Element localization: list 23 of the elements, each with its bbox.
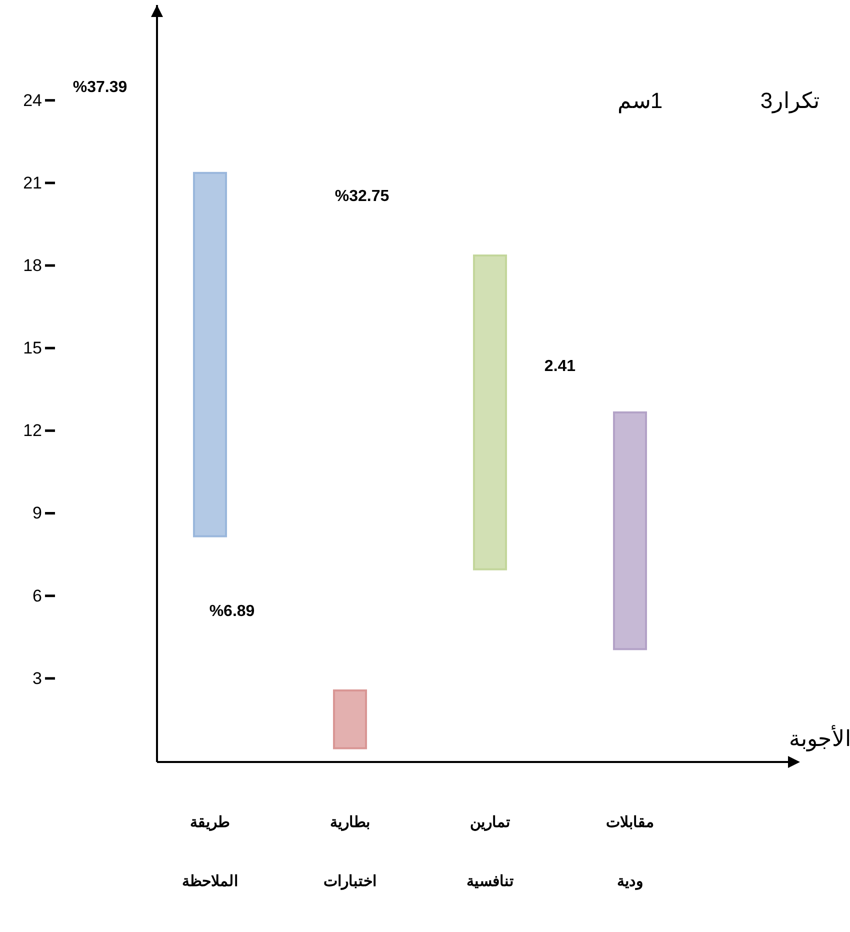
y-tick-label: 21 (23, 173, 42, 192)
category-label: طريقة الملاحظة (182, 814, 238, 890)
bar (333, 689, 367, 750)
annotation: 1سم (617, 88, 663, 114)
annotation: %6.89 (209, 603, 255, 620)
y-tick-label: 9 (32, 504, 42, 523)
bar (613, 411, 647, 650)
annotation: تكرار3 (760, 88, 820, 114)
category-label: مقابلات ودية (606, 814, 654, 890)
y-tick-label: 24 (23, 90, 42, 110)
x-axis-title: الأجوبة (789, 724, 850, 752)
y-tick-label: 12 (23, 421, 42, 440)
annotation: %32.75 (334, 188, 390, 206)
y-tick-label: 3 (32, 668, 42, 688)
y-tick-label: 6 (32, 586, 42, 606)
y-tick-label: 18 (23, 256, 42, 275)
category-label: بطارية اختبارات (324, 814, 376, 890)
annotation: 2.41 (544, 358, 576, 376)
text: %37.39 (72, 79, 128, 96)
category-label: تمارين تنافسية (466, 814, 514, 890)
bar (473, 254, 507, 570)
bar (193, 172, 227, 538)
y-tick-label: 15 (23, 338, 42, 358)
